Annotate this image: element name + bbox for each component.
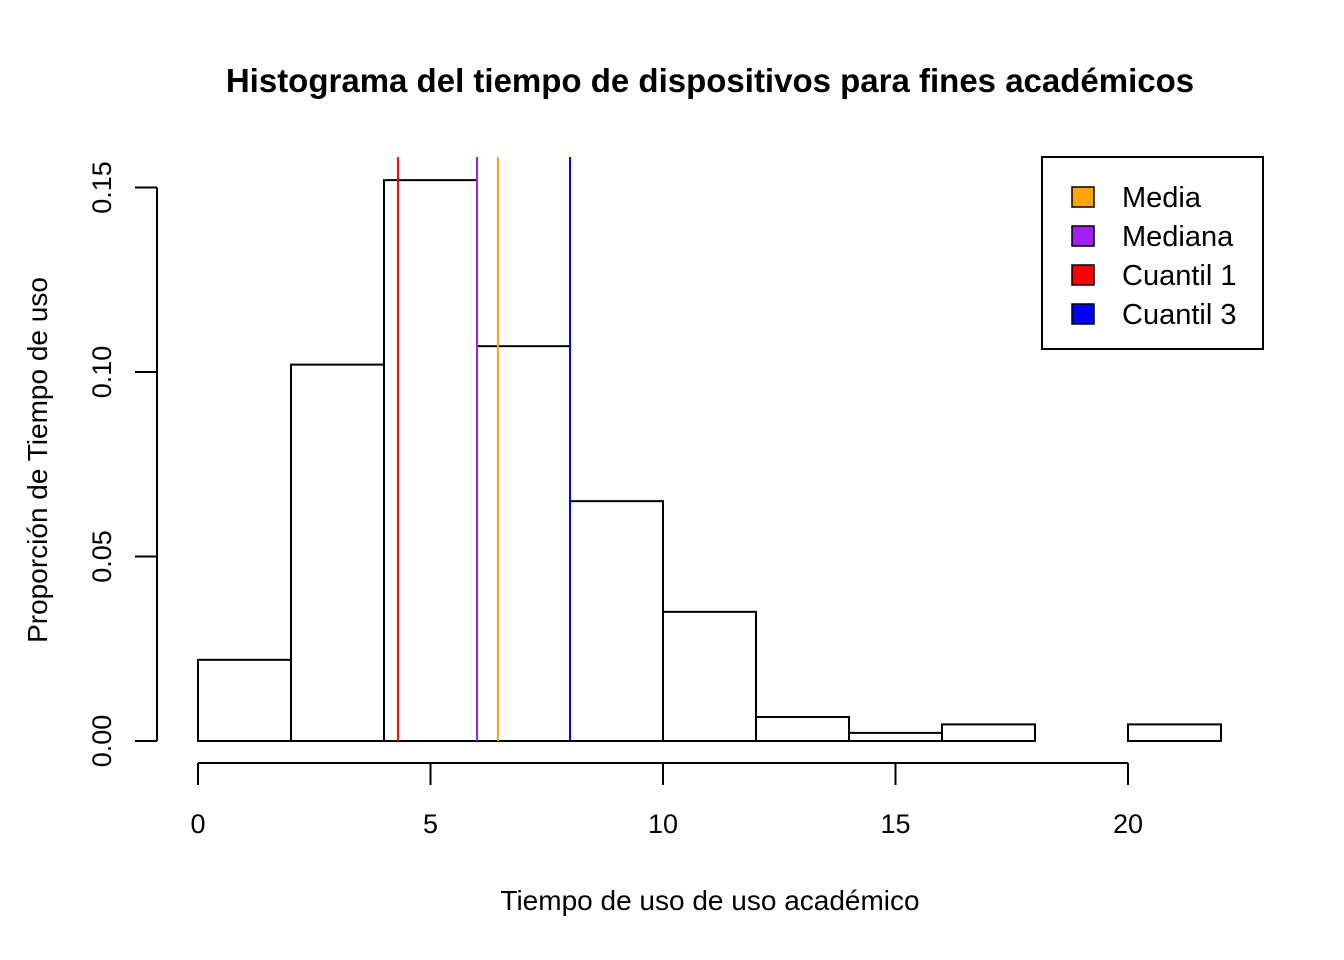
legend-label-cuantil-1: Cuantil 1 [1122, 260, 1236, 292]
reference-lines [396, 157, 571, 741]
x-tick-label-0: 0 [190, 809, 205, 839]
chart-title: Histograma del tiempo de dispositivos pa… [226, 62, 1194, 99]
histogram-bar-1 [197, 658, 292, 743]
legend-label-cuantil-3: Cuantil 3 [1122, 299, 1236, 331]
legend-swatch-media [1071, 186, 1095, 208]
histogram-bar-11 [1127, 723, 1222, 743]
histogram-bar-2 [290, 363, 385, 742]
legend-label-mediana: Mediana [1122, 221, 1234, 253]
y-tick-label-1: 0.05 [87, 530, 117, 583]
histogram-bar-5 [569, 500, 664, 742]
y-tick-label-3: 0.15 [87, 161, 117, 214]
x-axis: 0 5 10 15 20 [190, 762, 1143, 839]
x-tick-label-3: 15 [880, 809, 910, 839]
histogram-bar-9 [941, 723, 1036, 743]
legend: Media Mediana Cuantil 1 Cuantil 3 [1041, 156, 1264, 350]
y-tick-label-0: 0.00 [87, 715, 117, 768]
y-axis: 0.00 0.05 0.10 0.15 [87, 161, 158, 768]
y-axis-label: Proporción de Tiempo de uso [22, 277, 53, 643]
histogram-bar-4 [476, 345, 571, 742]
x-tick-label-2: 10 [648, 809, 678, 839]
histogram-bar-8 [848, 731, 943, 743]
legend-swatch-cuantil-1 [1071, 264, 1095, 286]
x-tick-label-1: 5 [423, 809, 438, 839]
x-tick-label-4: 20 [1113, 809, 1143, 839]
histogram-bar-7 [755, 716, 850, 743]
x-axis-label: Tiempo de uso de uso académico [500, 885, 919, 916]
legend-label-media: Media [1122, 182, 1202, 214]
histogram-bar-6 [662, 610, 757, 742]
legend-swatch-cuantil-3 [1071, 303, 1095, 325]
y-tick-label-2: 0.10 [87, 346, 117, 399]
legend-swatch-mediana [1071, 225, 1095, 247]
